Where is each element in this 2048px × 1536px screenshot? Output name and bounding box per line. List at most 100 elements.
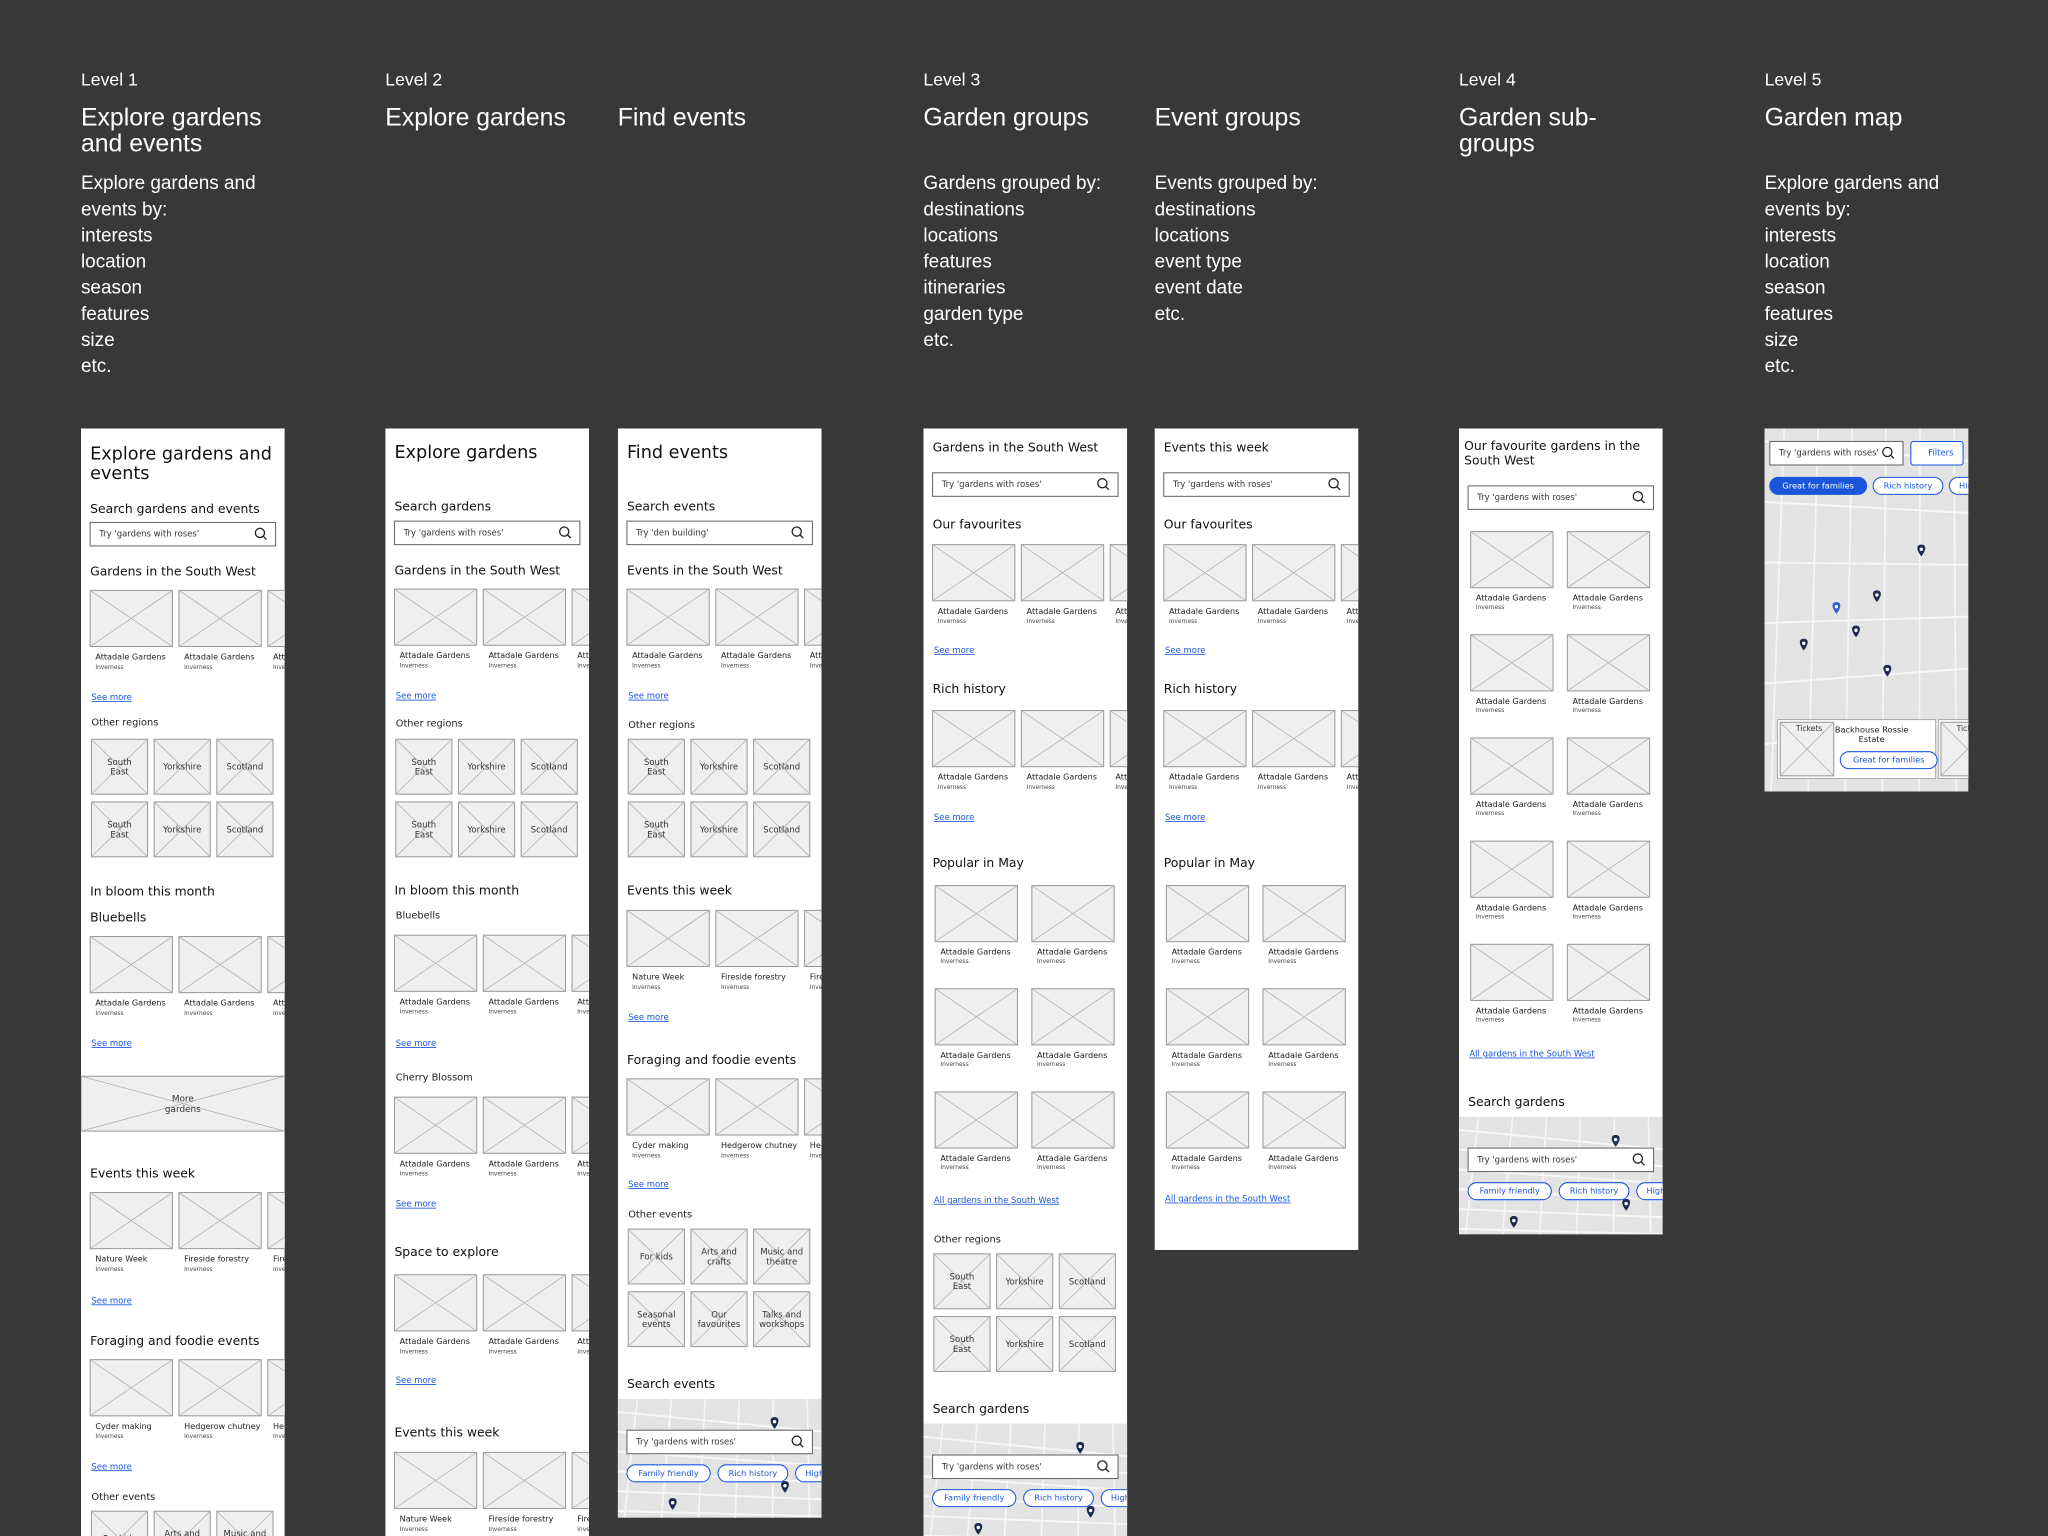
card[interactable]: Attadale Gardens Inverness: [932, 710, 1016, 792]
card[interactable]: Attadale Gardens Inverness: [1262, 1091, 1346, 1171]
category-tile[interactable]: For kids: [627, 1228, 685, 1285]
card[interactable]: Attadale Gardens Inverness: [178, 935, 262, 1017]
card[interactable]: Attadale Gardens Inverness: [393, 588, 478, 670]
card[interactable]: Attadale Gardens Inverness: [393, 934, 478, 1016]
filter-chip[interactable]: Rich history: [717, 1464, 789, 1483]
search-box[interactable]: Try 'gardens with roses': [626, 1429, 813, 1455]
category-tile[interactable]: Scotland: [216, 738, 274, 795]
card[interactable]: Attadale Gardens Inverness: [1165, 885, 1250, 965]
card[interactable]: Attadale Gardens Inverness: [1031, 885, 1115, 965]
card[interactable]: Fireside forestry Inverness: [715, 909, 799, 991]
category-tile[interactable]: Scotland: [753, 801, 811, 858]
category-tile[interactable]: Seasonal events: [627, 1291, 685, 1348]
text-link[interactable]: See more: [628, 1012, 668, 1022]
card[interactable]: Attadale Gardens Inverness: [482, 934, 567, 1016]
category-tile[interactable]: Yorkshire: [996, 1253, 1054, 1310]
card[interactable]: Nature Week Inverness: [393, 1451, 478, 1533]
card[interactable]: Attadale Gardens Inverness: [1470, 531, 1554, 611]
card[interactable]: Attadale Gardens Inverness: [715, 588, 799, 670]
card[interactable]: Attadale Gardens Inverness: [178, 589, 262, 671]
card[interactable]: Attadale Gardens Inverness: [1566, 634, 1651, 714]
category-tile[interactable]: Yorkshire: [690, 738, 748, 795]
text-link[interactable]: See more: [396, 1375, 436, 1385]
text-link[interactable]: See more: [934, 645, 974, 655]
card[interactable]: Nature Week Inverness: [89, 1191, 173, 1273]
card[interactable]: Attadale Gardens Inverness: [1020, 544, 1105, 626]
category-tile[interactable]: South East: [627, 738, 685, 795]
text-link[interactable]: See more: [934, 812, 974, 822]
category-tile[interactable]: Scotland: [520, 738, 578, 795]
text-link[interactable]: See more: [628, 691, 668, 701]
search-box[interactable]: Try 'gardens with roses': [393, 520, 581, 546]
category-tile[interactable]: South East: [627, 801, 685, 858]
text-link[interactable]: All gardens in the South West: [1469, 1049, 1595, 1059]
text-link[interactable]: See more: [91, 692, 131, 702]
text-link[interactable]: See more: [396, 691, 436, 701]
card[interactable]: Attadale Gardens Inverness: [89, 935, 173, 1017]
card[interactable]: Attadale Gardens Inverness: [1340, 710, 1423, 792]
search-box[interactable]: Try 'den building': [626, 520, 813, 546]
card[interactable]: Attadale Gardens Inverness: [1109, 544, 1192, 626]
category-tile[interactable]: Scotland: [216, 801, 274, 858]
card[interactable]: Fireside forestry Inverness: [482, 1451, 567, 1533]
category-tile[interactable]: Scotland: [1058, 1316, 1116, 1372]
map-result-card[interactable]: Tickets Backhouse Rossie Estate Great for f…: [1777, 719, 1938, 779]
category-tile[interactable]: South East: [90, 738, 149, 795]
card[interactable]: Nature Week Inverness: [626, 909, 710, 991]
text-link[interactable]: See more: [396, 1038, 436, 1048]
card[interactable]: Attadale Gardens Inverness: [1566, 840, 1651, 920]
category-tile[interactable]: Scotland: [520, 801, 578, 858]
card[interactable]: Attadale Gardens Inverness: [1566, 737, 1651, 817]
category-tile[interactable]: Yorkshire: [996, 1316, 1054, 1372]
filter-chip[interactable]: Highlights: [1948, 476, 2010, 495]
search-box[interactable]: Try 'gardens with roses': [932, 472, 1119, 497]
search-box[interactable]: Try 'gardens with roses': [89, 521, 277, 547]
category-tile[interactable]: Our favourites: [690, 1291, 748, 1348]
card[interactable]: Attadale Gardens Inverness: [267, 589, 350, 671]
filter-chip[interactable]: Rich history: [1872, 476, 1944, 495]
card[interactable]: Attadale Gardens Inverness: [1470, 943, 1554, 1024]
category-tile[interactable]: South East: [90, 801, 149, 858]
card[interactable]: Attadale Gardens Inverness: [267, 935, 350, 1017]
card[interactable]: Attadale Gardens Inverness: [1252, 710, 1336, 792]
filter-chip[interactable]: Rich history: [1023, 1489, 1094, 1508]
card[interactable]: Attadale Gardens Inverness: [934, 988, 1018, 1068]
category-tile[interactable]: South East: [933, 1316, 991, 1372]
category-tile[interactable]: For kids: [90, 1510, 149, 1536]
filter-chip[interactable]: Highlights: [1636, 1182, 1698, 1201]
card[interactable]: Attadale Gardens Inverness: [1109, 710, 1192, 792]
card[interactable]: Attadale Gardens Inverness: [1165, 1091, 1250, 1171]
filter-chip[interactable]: Great for families: [1769, 476, 1868, 495]
card[interactable]: Attadale Gardens Inverness: [804, 588, 887, 670]
text-link[interactable]: See more: [91, 1038, 131, 1048]
category-tile[interactable]: South East: [933, 1253, 991, 1310]
card[interactable]: Attadale Gardens Inverness: [626, 588, 710, 670]
card[interactable]: Attadale Gardens Inverness: [1163, 544, 1247, 626]
filter-chip[interactable]: Highlights: [795, 1464, 857, 1483]
category-tile[interactable]: Scotland: [1058, 1253, 1116, 1310]
text-link[interactable]: All gardens in the South West: [934, 1195, 1060, 1205]
map-result-card[interactable]: Tickets: [1937, 719, 2048, 779]
card[interactable]: Attadale Gardens Inverness: [1566, 531, 1651, 611]
search-box[interactable]: Try 'gardens with roses': [1467, 1147, 1655, 1173]
card[interactable]: Attadale Gardens Inverness: [934, 1091, 1018, 1171]
card[interactable]: Hedgerow chutney Inverness: [178, 1359, 262, 1441]
text-link[interactable]: See more: [91, 1461, 131, 1471]
card[interactable]: Attadale Gardens Inverness: [934, 885, 1018, 965]
card[interactable]: Attadale Gardens Inverness: [89, 589, 173, 671]
card[interactable]: Attadale Gardens Inverness: [482, 588, 567, 670]
filter-chip[interactable]: Rich history: [1558, 1182, 1630, 1201]
text-link[interactable]: See more: [396, 1199, 436, 1209]
category-tile[interactable]: Yorkshire: [457, 801, 516, 858]
category-tile[interactable]: South East: [395, 738, 453, 795]
card[interactable]: Attadale Gardens Inverness: [1470, 634, 1554, 714]
text-link[interactable]: See more: [1165, 645, 1205, 655]
filters-button[interactable]: Filters: [1910, 440, 1964, 466]
filter-chip[interactable]: Highlights: [1100, 1489, 1162, 1508]
card[interactable]: Cyder making Inverness: [89, 1359, 173, 1441]
card[interactable]: Hedgerow chutney Inverness: [804, 1078, 887, 1160]
